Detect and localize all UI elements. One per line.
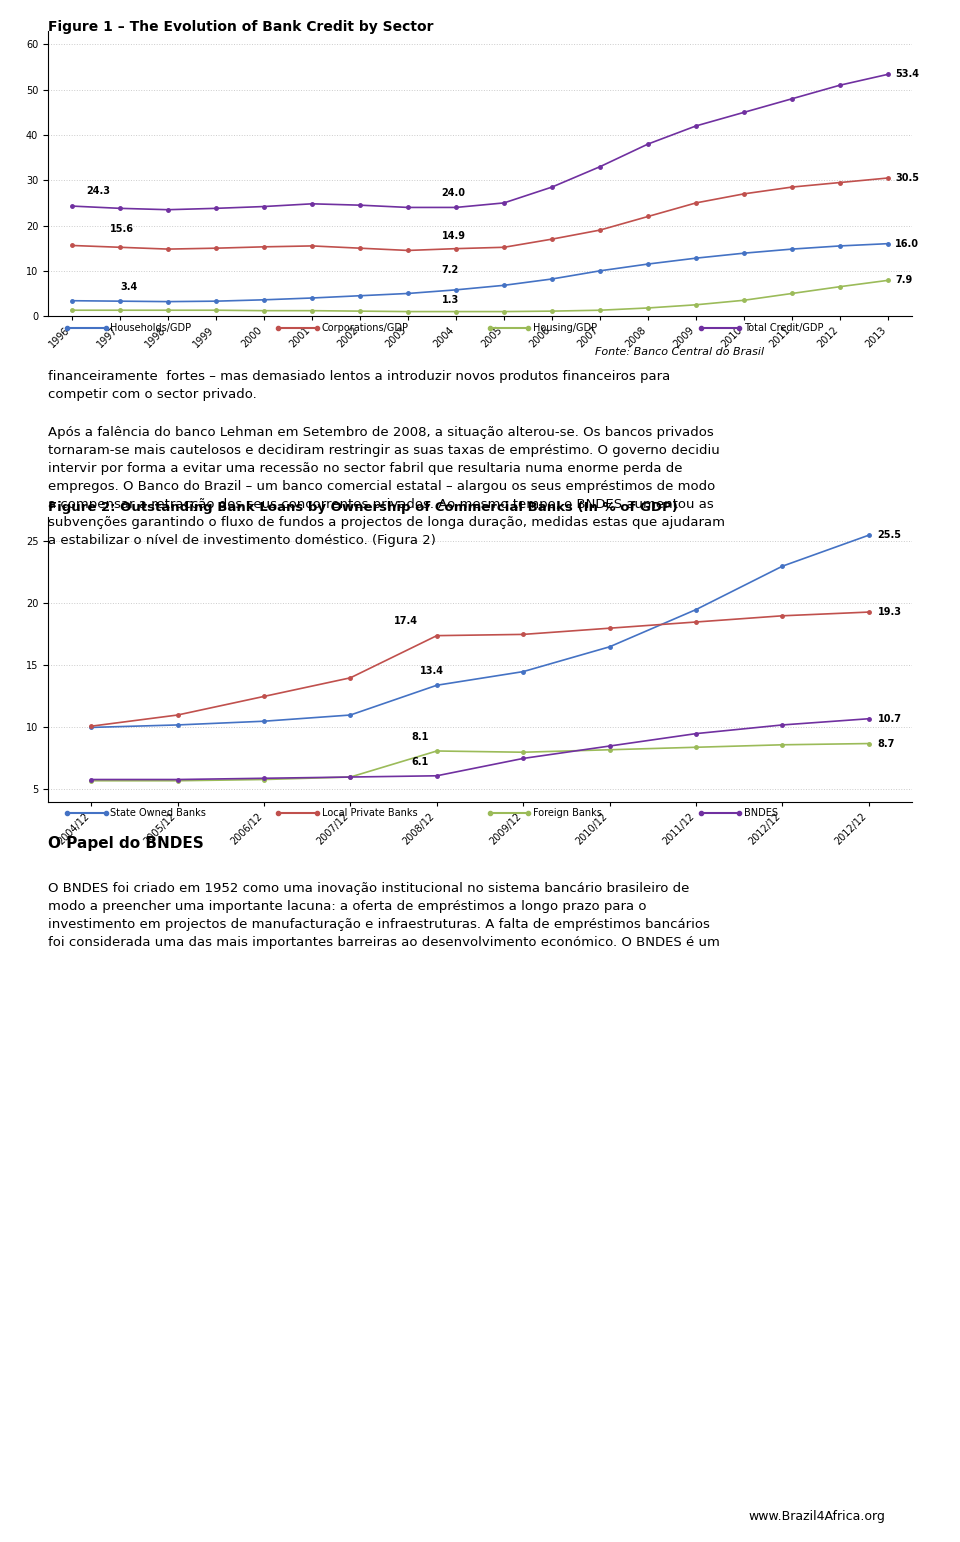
Text: BNDES: BNDES [744, 808, 778, 817]
Text: 17.4: 17.4 [394, 617, 418, 626]
Text: 24.0: 24.0 [442, 188, 466, 197]
Text: financeiramente  fortes – mas demasiado lentos a introduzir novos produtos finan: financeiramente fortes – mas demasiado l… [48, 370, 670, 401]
Text: Households/GDP: Households/GDP [110, 324, 192, 333]
Text: 14.9: 14.9 [442, 231, 466, 241]
Text: www.Brazil4Africa.org: www.Brazil4Africa.org [749, 1511, 886, 1523]
Text: 16.0: 16.0 [895, 239, 919, 248]
Text: Housing/GDP: Housing/GDP [533, 324, 597, 333]
Text: Corporations/GDP: Corporations/GDP [322, 324, 409, 333]
Text: 1.3: 1.3 [442, 295, 459, 304]
Text: 25.5: 25.5 [877, 530, 901, 540]
Text: 53.4: 53.4 [895, 69, 919, 79]
Text: Fonte: Banco Central do Brasil: Fonte: Banco Central do Brasil [595, 347, 764, 356]
Text: O BNDES foi criado em 1952 como uma inovação institucional no sistema bancário b: O BNDES foi criado em 1952 como uma inov… [48, 882, 720, 948]
Text: Após a falência do banco Lehman em Setembro de 2008, a situação alterou-se. Os b: Após a falência do banco Lehman em Setem… [48, 426, 725, 546]
Text: 15.6: 15.6 [110, 224, 134, 234]
Text: 30.5: 30.5 [895, 173, 919, 183]
Text: 3.4: 3.4 [120, 282, 137, 291]
Text: Figure 2: Outstanding Bank Loans by Ownership of Commercial Banks (In % of GDP): Figure 2: Outstanding Bank Loans by Owne… [48, 501, 678, 513]
Text: Foreign Banks: Foreign Banks [533, 808, 602, 817]
Text: State Owned Banks: State Owned Banks [110, 808, 206, 817]
Text: Total Credit/GDP: Total Credit/GDP [744, 324, 824, 333]
Text: Local Private Banks: Local Private Banks [322, 808, 418, 817]
Text: 8.1: 8.1 [411, 732, 428, 742]
Text: 19.3: 19.3 [877, 608, 901, 617]
Text: 10.7: 10.7 [877, 714, 901, 723]
Text: 24.3: 24.3 [86, 187, 110, 196]
Text: 8.7: 8.7 [877, 739, 895, 748]
Text: Figure 1 – The Evolution of Bank Credit by Sector: Figure 1 – The Evolution of Bank Credit … [48, 20, 434, 34]
Text: O Papel do BNDES: O Papel do BNDES [48, 836, 204, 851]
Text: 6.1: 6.1 [411, 757, 428, 766]
Text: 7.2: 7.2 [442, 265, 459, 274]
Text: 13.4: 13.4 [420, 666, 444, 675]
Text: 7.9: 7.9 [895, 276, 912, 285]
